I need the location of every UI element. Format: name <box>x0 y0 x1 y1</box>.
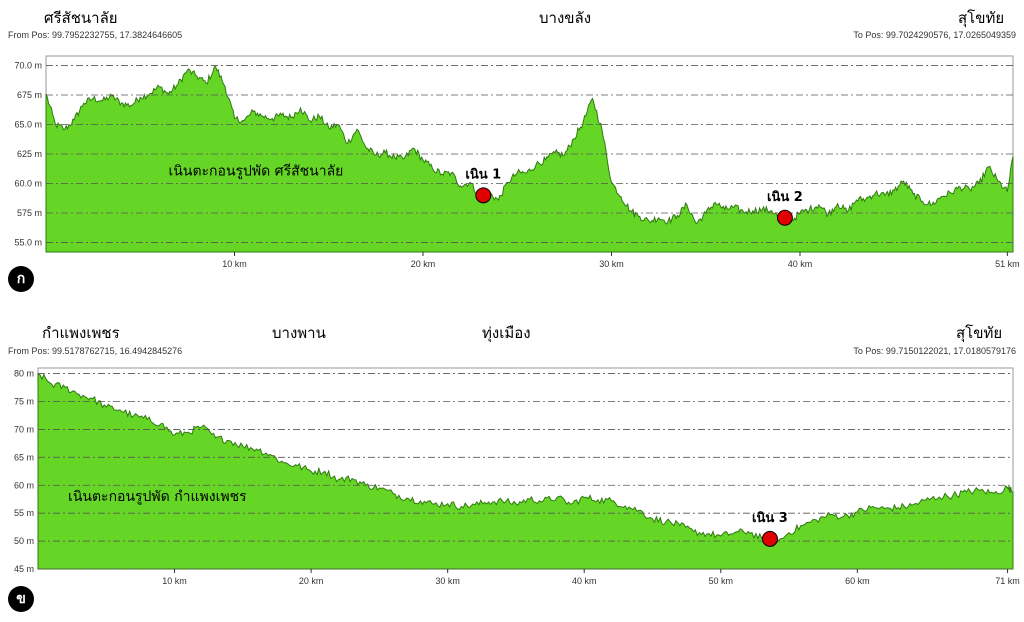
y-tick-label: 60 m <box>14 480 34 490</box>
x-tick-label: 40 km <box>788 259 813 269</box>
x-tick-label: 50 km <box>709 576 734 586</box>
x-tick-label: 30 km <box>435 576 460 586</box>
x-tick-label: 30 km <box>599 259 624 269</box>
y-tick-label: 575 m <box>17 208 42 218</box>
x-tick-label: 10 km <box>162 576 187 586</box>
hill-marker-label: เนิน 3 <box>752 511 788 526</box>
y-tick-label: 65 m <box>14 452 34 462</box>
place-sukhothai-bottom: สุโขทัย <box>956 324 1003 342</box>
hill-marker <box>475 187 492 204</box>
y-tick-label: 65.0 m <box>14 119 42 129</box>
x-tick-label: 40 km <box>572 576 597 586</box>
place-thung-mueang: ทุ่งเมือง <box>482 324 531 342</box>
x-tick-label: 20 km <box>299 576 324 586</box>
to-pos-bottom: To Pos: 99.7150122021, 17.0180579176 <box>853 346 1016 356</box>
from-pos-bottom: From Pos: 99.5178762715, 16.4942845276 <box>8 346 183 356</box>
x-tick-label: 60 km <box>845 576 870 586</box>
place-bang-khlang: บางขลัง <box>539 9 592 27</box>
x-tick-label: 20 km <box>411 259 436 269</box>
y-tick-label: 70.0 m <box>14 60 42 70</box>
elevation-area-0 <box>45 66 1014 253</box>
x-tick-label: 71 km <box>995 576 1020 586</box>
elevation-area-1 <box>37 372 1014 570</box>
fan-annotation: เนินตะกอนรูปพัด ศรีสัชนาลัย <box>169 163 344 179</box>
hill-marker <box>776 209 793 226</box>
to-pos-top: To Pos: 99.7024290576, 17.0265049359 <box>853 30 1016 40</box>
y-tick-label: 55.0 m <box>14 238 42 248</box>
fan-annotation: เนินตะกอนรูปพัด กำแพงเพชร <box>68 489 247 505</box>
y-tick-label: 625 m <box>17 149 42 159</box>
place-kamphaeng-phet: กำแพงเพชร <box>42 324 120 342</box>
hill-marker-label: เนิน 1 <box>465 167 501 182</box>
y-tick-label: 60.0 m <box>14 179 42 189</box>
place-sukhothai-top: สุโขทัย <box>958 9 1005 27</box>
y-tick-label: 75 m <box>14 397 34 407</box>
place-bang-phan: บางพาน <box>272 324 326 342</box>
place-srisatchanalai: ศรีสัชนาลัย <box>44 9 118 27</box>
x-tick-label: 10 km <box>222 259 247 269</box>
y-tick-label: 50 m <box>14 536 34 546</box>
hill-marker-label: เนิน 2 <box>767 190 803 205</box>
y-tick-label: 675 m <box>17 90 42 100</box>
y-tick-label: 70 m <box>14 424 34 434</box>
hill-marker <box>761 530 778 547</box>
panel-label-a: ก <box>8 266 34 292</box>
y-tick-label: 80 m <box>14 369 34 379</box>
x-tick-label: 51 km <box>995 259 1020 269</box>
from-pos-top: From Pos: 99.7952232755, 17.3824646605 <box>8 30 183 40</box>
panel-label-b: ข <box>8 586 34 612</box>
y-tick-label: 45 m <box>14 564 34 574</box>
y-tick-label: 55 m <box>14 508 34 518</box>
